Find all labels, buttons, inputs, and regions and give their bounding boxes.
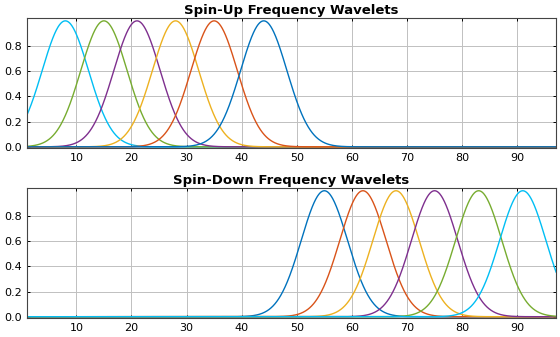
Title: Spin-Up Frequency Wavelets: Spin-Up Frequency Wavelets bbox=[184, 4, 399, 17]
Title: Spin-Down Frequency Wavelets: Spin-Down Frequency Wavelets bbox=[173, 174, 409, 187]
